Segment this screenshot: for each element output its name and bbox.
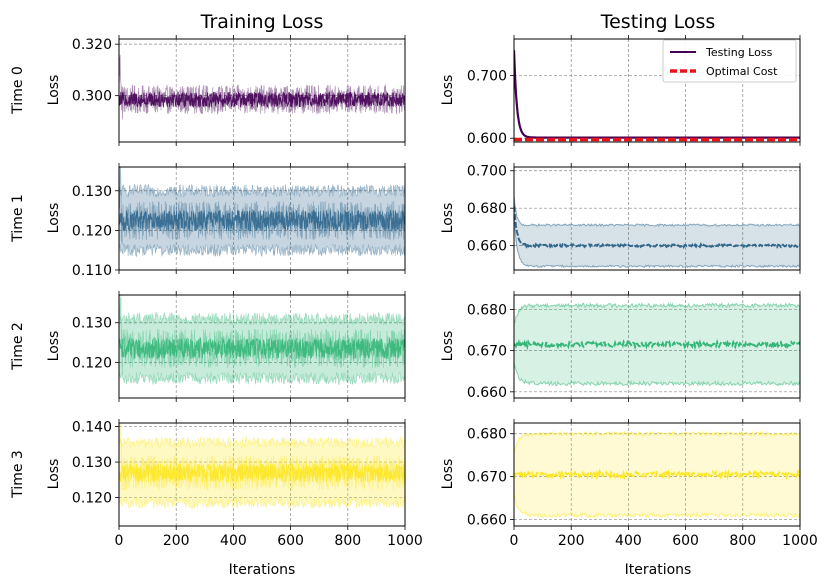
ytick-label-r3c1-0.67: 0.670 (467, 470, 507, 486)
ytick-label-r2c1-0.68: 0.680 (467, 302, 507, 318)
panel-r1c0: 0.110 0.120 0.130 (72, 163, 406, 279)
ytick-label-r0c1-0.6: 0.600 (467, 131, 507, 147)
xtick-label-r3c1-0: 0 (510, 533, 519, 549)
panel-r2c0: 0.120 0.130 (72, 291, 406, 402)
frame-r3c0 (118, 422, 406, 527)
data-r3c0 (119, 423, 405, 510)
train-trace-light-r0c0 (119, 54, 405, 120)
frame-r1c0 (118, 166, 406, 271)
xtick-label-r3c0-400: 400 (220, 533, 247, 549)
ylabel-r3c0: Loss (46, 459, 62, 490)
ylabel-r2c0: Loss (46, 331, 62, 362)
ylabel-r2c1: Loss (440, 331, 456, 362)
legend-box (662, 39, 797, 83)
xtick-label-r3c0-1000: 1000 (387, 533, 423, 549)
test-mean-line-r0c1 (514, 50, 800, 139)
test-band-r1c1 (514, 195, 800, 269)
ytick-label-r0c1-0.7: 0.700 (467, 68, 507, 84)
frame-r2c0 (118, 294, 406, 399)
row-label-time1: Time 1 (10, 194, 26, 243)
ylabel-r1c1: Loss (440, 203, 456, 234)
data-r2c0 (119, 295, 405, 386)
data-r1c0 (119, 167, 405, 258)
train-trace-light-r2c0 (119, 295, 405, 374)
xtick-label-r3c1-600: 600 (672, 533, 699, 549)
test-mean-line-r1c1 (514, 205, 800, 250)
xlabel-left: Iterations (229, 562, 296, 578)
ytick-label-r1c0-0.12: 0.120 (72, 223, 112, 239)
ytick-label-r0c0-0.32: 0.320 (72, 37, 112, 53)
panel-r1c1: 0.660 0.680 0.700 (467, 163, 801, 274)
ytick-label-r3c0-0.14: 0.140 (72, 420, 112, 436)
ytick-label-r0c0-0.3: 0.300 (72, 89, 112, 105)
xtick-label-r3c1-1000: 1000 (782, 533, 818, 549)
frame-r1c1 (513, 166, 801, 271)
column-title-training: Training Loss (200, 11, 324, 33)
xtick-label-r3c0-200: 200 (163, 533, 190, 549)
ytick-label-r2c1-0.66: 0.660 (467, 385, 507, 401)
xlabel-right: Iterations (625, 562, 692, 578)
panel-r3c1: 0 200 400 600 800 1000 0.660 0.670 0.680 (467, 419, 818, 549)
train-trace-mean-r0c0 (119, 90, 405, 109)
ytick-label-r3c1-0.66: 0.660 (467, 513, 507, 529)
panels-layer: 0.300 0.320 0.600 0.700 0.110 0.120 0.130 0.660… (72, 35, 818, 549)
data-r0c1 (514, 50, 800, 142)
xtick-label-r3c1-800: 800 (729, 533, 756, 549)
ytick-label-r3c0-0.13: 0.130 (72, 455, 112, 471)
ytick-label-r3c1-0.68: 0.680 (467, 427, 507, 443)
legend-label-testing: Testing Loss (705, 46, 773, 59)
ytick-label-r1c1-0.68: 0.680 (467, 201, 507, 217)
xtick-label-r3c0-600: 600 (277, 533, 304, 549)
panel-r0c0: 0.300 0.320 (72, 35, 406, 146)
row-label-time2: Time 2 (10, 322, 26, 371)
column-title-testing: Testing Loss (600, 11, 716, 33)
panel-r3c0: 0 200 400 600 800 1000 0.120 0.130 0.140 (72, 419, 423, 549)
data-r0c0 (119, 54, 405, 120)
xtick-label-r3c1-200: 200 (558, 533, 585, 549)
ytick-label-r1c1-0.7: 0.700 (467, 164, 507, 180)
data-r2c1 (514, 301, 800, 387)
ytick-label-r3c0-0.12: 0.120 (72, 491, 112, 507)
frame-r2c1 (513, 294, 801, 399)
ylabel-r0c0: Loss (46, 75, 62, 106)
ytick-label-r2c0-0.12: 0.120 (72, 355, 112, 371)
ytick-label-r2c1-0.67: 0.670 (467, 344, 507, 360)
ylabel-r3c1: Loss (440, 459, 456, 490)
frame-r0c0 (118, 38, 406, 143)
test-mean-line-r3c1 (514, 468, 800, 481)
data-r3c1 (514, 429, 800, 520)
legend-label-optimal: Optimal Cost (706, 65, 778, 78)
ylabel-r1c0: Loss (46, 203, 62, 234)
xtick-label-r3c0-0: 0 (115, 533, 124, 549)
xtick-label-r3c0-800: 800 (334, 533, 361, 549)
xtick-label-r3c1-400: 400 (615, 533, 642, 549)
row-label-time3: Time 3 (10, 450, 26, 499)
frame-r0c1 (513, 38, 801, 143)
ytick-label-r1c0-0.11: 0.110 (72, 263, 112, 279)
row-label-time0: Time 0 (10, 66, 26, 115)
data-r1c1 (514, 195, 800, 269)
ytick-label-r1c0-0.13: 0.130 (72, 184, 112, 200)
ytick-label-r2c0-0.13: 0.130 (72, 316, 112, 332)
test-mean-line-r2c1 (514, 338, 800, 351)
train-trace-mean-r3c0 (119, 462, 405, 483)
panel-r0c1: 0.600 0.700 (467, 35, 801, 147)
train-trace-mean-r2c0 (119, 337, 405, 360)
panel-r2c1: 0.660 0.670 0.680 (467, 291, 801, 402)
legend: Testing Loss Optimal Cost (662, 39, 797, 83)
ylabel-r0c1: Loss (440, 75, 456, 106)
frame-r3c1 (513, 422, 801, 527)
ytick-label-r1c1-0.66: 0.660 (467, 239, 507, 255)
train-trace-mean-r1c0 (119, 209, 405, 232)
